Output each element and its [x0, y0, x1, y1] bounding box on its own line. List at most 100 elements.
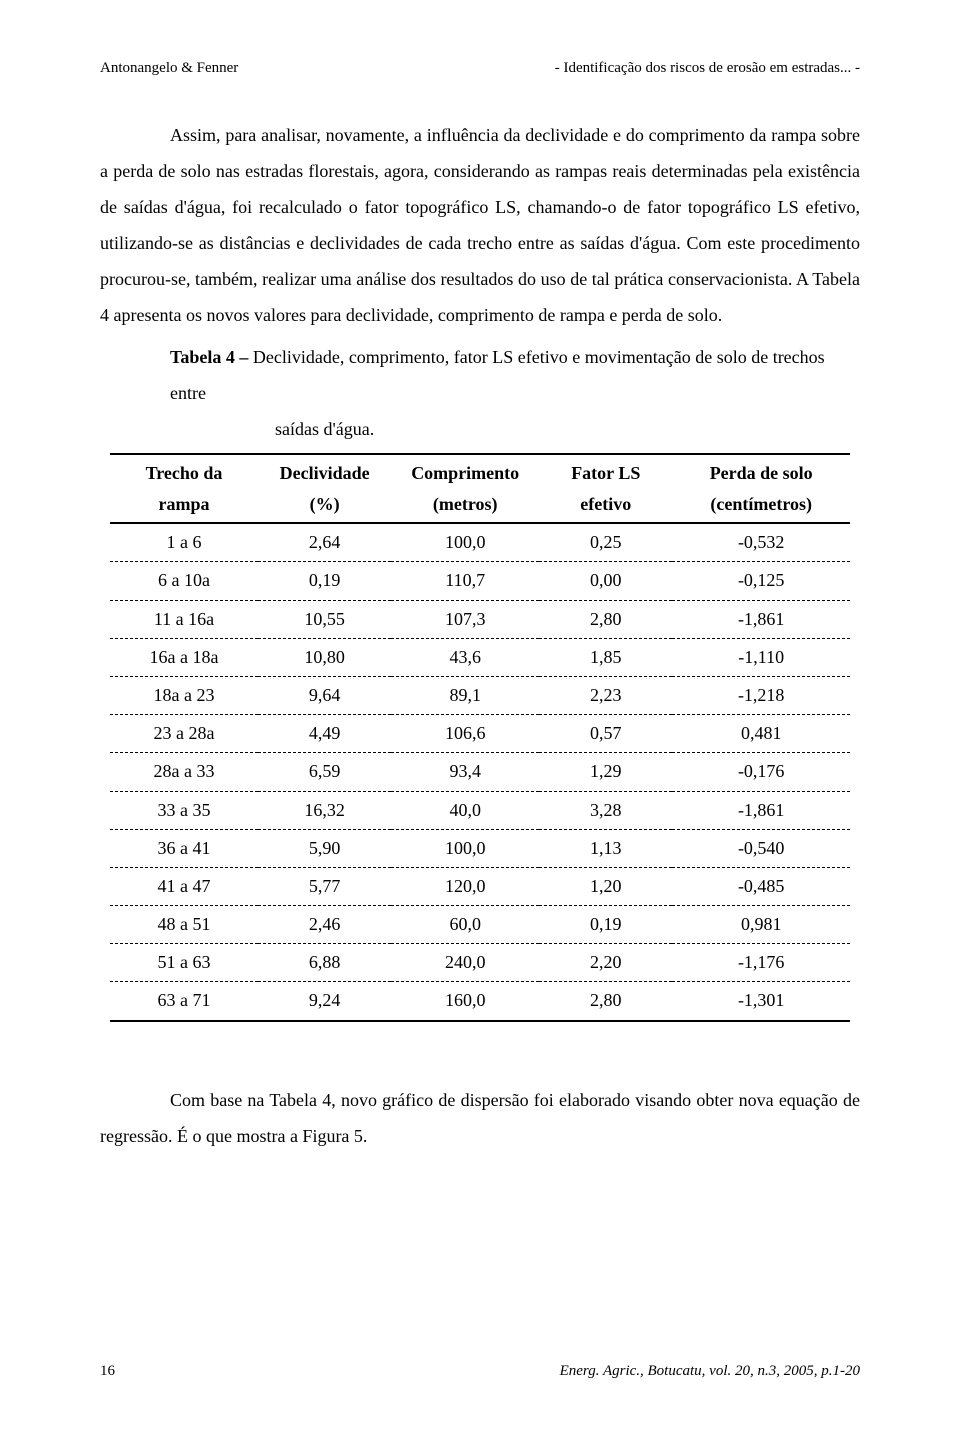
table-wrap: Trecho da rampa Declividade (%) Comprime…	[110, 453, 850, 1022]
table-cell: 40,0	[391, 791, 539, 829]
table-cell: -0,532	[672, 523, 850, 562]
table-cell: 2,23	[539, 676, 672, 714]
page-footer: 16 Energ. Agric., Botucatu, vol. 20, n.3…	[100, 1343, 860, 1380]
table-cell: 9,24	[258, 982, 391, 1021]
header-left: Antonangelo & Fenner	[100, 60, 238, 77]
table-row: 23 a 28a4,49106,60,570,481	[110, 715, 850, 753]
data-table: Trecho da rampa Declividade (%) Comprime…	[110, 453, 850, 1022]
table-row: 48 a 512,4660,00,190,981	[110, 906, 850, 944]
table-cell: 18a a 23	[110, 676, 258, 714]
table-cell: 60,0	[391, 906, 539, 944]
table-cell: 1 a 6	[110, 523, 258, 562]
table-row: 1 a 62,64100,00,25-0,532	[110, 523, 850, 562]
caption-line2: saídas d'água.	[170, 411, 860, 447]
table-cell: 16a a 18a	[110, 638, 258, 676]
table-cell: 1,29	[539, 753, 672, 791]
table-cell: -0,125	[672, 562, 850, 600]
col-header-2: Comprimento (metros)	[391, 454, 539, 523]
paragraph-1: Assim, para analisar, novamente, a influ…	[100, 117, 860, 333]
paragraph-2: Com base na Tabela 4, novo gráfico de di…	[100, 1082, 860, 1154]
table-cell: 23 a 28a	[110, 715, 258, 753]
table-row: 51 a 636,88240,02,20-1,176	[110, 944, 850, 982]
col-header-4-l2: (centímetros)	[710, 494, 812, 514]
table-caption: Tabela 4 – Declividade, comprimento, fat…	[100, 339, 860, 447]
header-right: - Identificação dos riscos de erosão em …	[555, 60, 860, 77]
table-cell: 11 a 16a	[110, 600, 258, 638]
table-head: Trecho da rampa Declividade (%) Comprime…	[110, 454, 850, 523]
table-cell: 9,64	[258, 676, 391, 714]
table-cell: 1,85	[539, 638, 672, 676]
table-cell: 1,13	[539, 829, 672, 867]
page-number: 16	[100, 1363, 115, 1380]
col-header-0: Trecho da rampa	[110, 454, 258, 523]
table-cell: 2,80	[539, 600, 672, 638]
table-cell: 6 a 10a	[110, 562, 258, 600]
page-header: Antonangelo & Fenner - Identificação dos…	[100, 60, 860, 77]
table-cell: 2,20	[539, 944, 672, 982]
caption-label: Tabela 4 –	[170, 347, 248, 367]
table-cell: -1,110	[672, 638, 850, 676]
col-header-1: Declividade (%)	[258, 454, 391, 523]
caption-line1: Declividade, comprimento, fator LS efeti…	[170, 347, 825, 403]
table-cell: 0,19	[258, 562, 391, 600]
footer-citation: Energ. Agric., Botucatu, vol. 20, n.3, 2…	[560, 1363, 860, 1380]
table-cell: 160,0	[391, 982, 539, 1021]
table-cell: 107,3	[391, 600, 539, 638]
table-cell: -1,176	[672, 944, 850, 982]
table-cell: -1,301	[672, 982, 850, 1021]
table-cell: -1,861	[672, 791, 850, 829]
table-row: 28a a 336,5993,41,29-0,176	[110, 753, 850, 791]
table-row: 6 a 10a0,19110,70,00-0,125	[110, 562, 850, 600]
table-cell: 110,7	[391, 562, 539, 600]
table-cell: 100,0	[391, 829, 539, 867]
col-header-4: Perda de solo (centímetros)	[672, 454, 850, 523]
table-cell: 48 a 51	[110, 906, 258, 944]
table-cell: 5,77	[258, 867, 391, 905]
col-header-4-l1: Perda de solo	[710, 463, 813, 483]
table-cell: 93,4	[391, 753, 539, 791]
table-cell: 16,32	[258, 791, 391, 829]
table-cell: 41 a 47	[110, 867, 258, 905]
table-cell: 120,0	[391, 867, 539, 905]
table-row: 11 a 16a10,55107,32,80-1,861	[110, 600, 850, 638]
table-row: 33 a 3516,3240,03,28-1,861	[110, 791, 850, 829]
table-row: 41 a 475,77120,01,20-0,485	[110, 867, 850, 905]
table-cell: 4,49	[258, 715, 391, 753]
table-cell: 28a a 33	[110, 753, 258, 791]
table-cell: 10,55	[258, 600, 391, 638]
table-cell: 5,90	[258, 829, 391, 867]
table-cell: 0,981	[672, 906, 850, 944]
col-header-0-l2: rampa	[159, 494, 210, 514]
body-text: Assim, para analisar, novamente, a influ…	[100, 117, 860, 333]
table-cell: 0,00	[539, 562, 672, 600]
table-cell: 2,80	[539, 982, 672, 1021]
table-row: 16a a 18a10,8043,61,85-1,110	[110, 638, 850, 676]
col-header-3: Fator LS efetivo	[539, 454, 672, 523]
table-cell: -0,540	[672, 829, 850, 867]
table-cell: 240,0	[391, 944, 539, 982]
table-cell: 51 a 63	[110, 944, 258, 982]
table-cell: 0,481	[672, 715, 850, 753]
col-header-2-l1: Comprimento	[411, 463, 519, 483]
closing-text: Com base na Tabela 4, novo gráfico de di…	[100, 1082, 860, 1154]
col-header-2-l2: (metros)	[433, 494, 498, 514]
table-cell: 43,6	[391, 638, 539, 676]
table-row: 63 a 719,24160,02,80-1,301	[110, 982, 850, 1021]
table-row: 36 a 415,90100,01,13-0,540	[110, 829, 850, 867]
table-cell: 89,1	[391, 676, 539, 714]
table-cell: 106,6	[391, 715, 539, 753]
col-header-0-l1: Trecho da	[146, 463, 223, 483]
page: Antonangelo & Fenner - Identificação dos…	[0, 0, 960, 1430]
table-cell: 3,28	[539, 791, 672, 829]
table-cell: -1,218	[672, 676, 850, 714]
table-cell: -0,176	[672, 753, 850, 791]
table-cell: 6,59	[258, 753, 391, 791]
table-cell: 0,25	[539, 523, 672, 562]
table-body: 1 a 62,64100,00,25-0,5326 a 10a0,19110,7…	[110, 523, 850, 1020]
col-header-3-l2: efetivo	[580, 494, 631, 514]
table-cell: 6,88	[258, 944, 391, 982]
col-header-1-l2: (%)	[310, 494, 340, 514]
table-cell: 2,64	[258, 523, 391, 562]
table-cell: 63 a 71	[110, 982, 258, 1021]
table-row: 18a a 239,6489,12,23-1,218	[110, 676, 850, 714]
